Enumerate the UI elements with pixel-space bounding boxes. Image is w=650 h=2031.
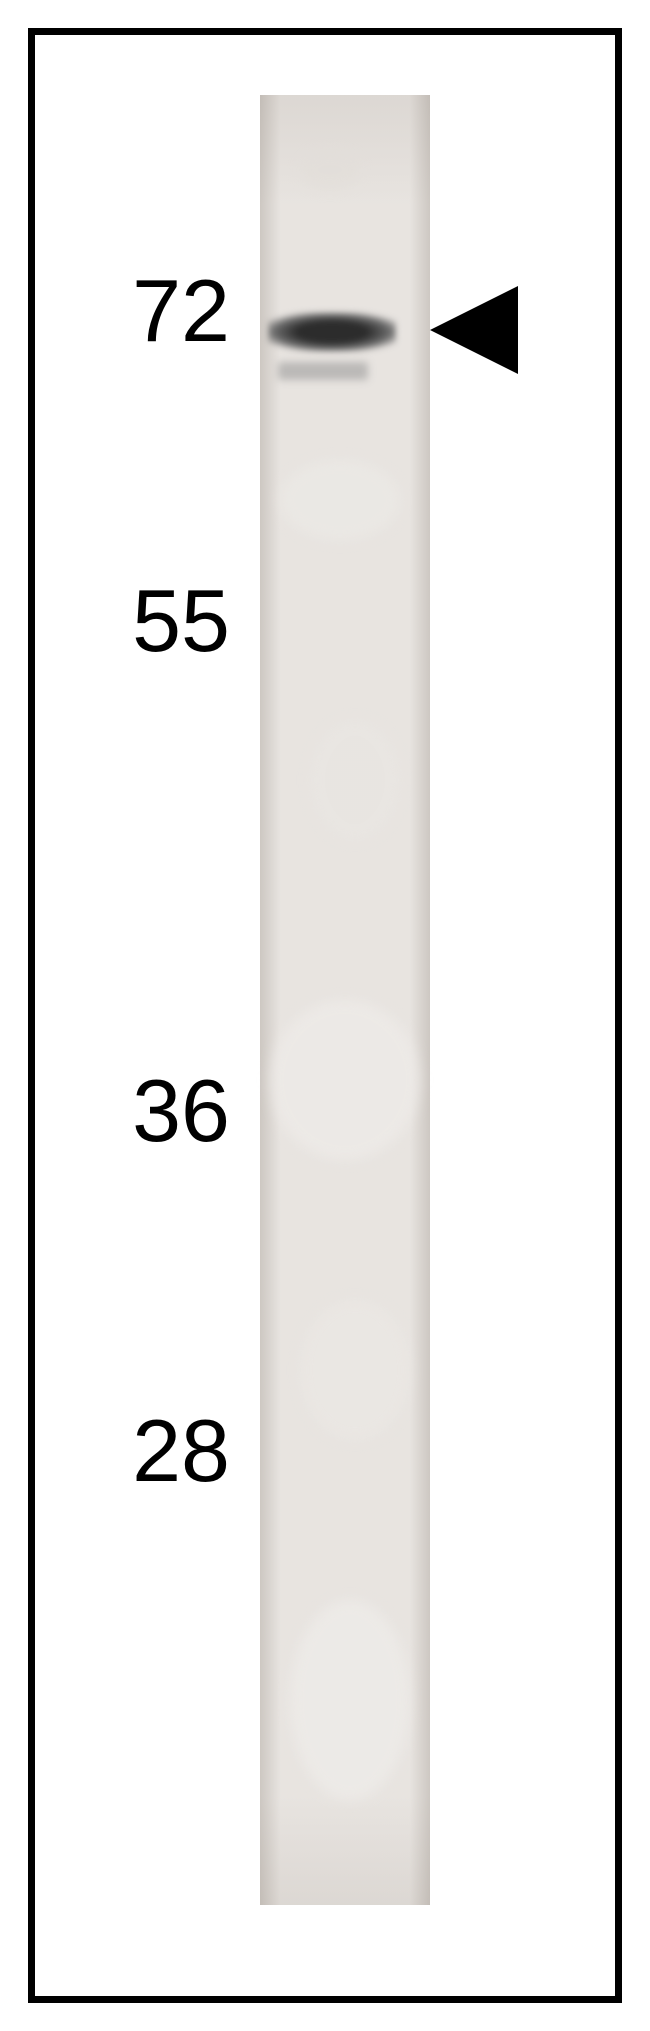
mw-marker-72: 72: [132, 260, 230, 362]
mw-marker-28: 28: [132, 1400, 230, 1502]
lane-smudge-2: [310, 720, 400, 840]
band-indicator-arrow: [430, 286, 518, 374]
lane-smudge-1: [280, 460, 400, 540]
lane-smudge-0: [300, 150, 360, 190]
mw-marker-36: 36: [132, 1060, 230, 1162]
lane-smudge-5: [290, 1600, 410, 1800]
lane-smudge-4: [300, 1300, 410, 1440]
mw-marker-55: 55: [132, 570, 230, 672]
protein-band-primary: [268, 312, 396, 352]
protein-band-faint: [278, 362, 368, 380]
lane-smudge-3: [270, 1000, 420, 1160]
